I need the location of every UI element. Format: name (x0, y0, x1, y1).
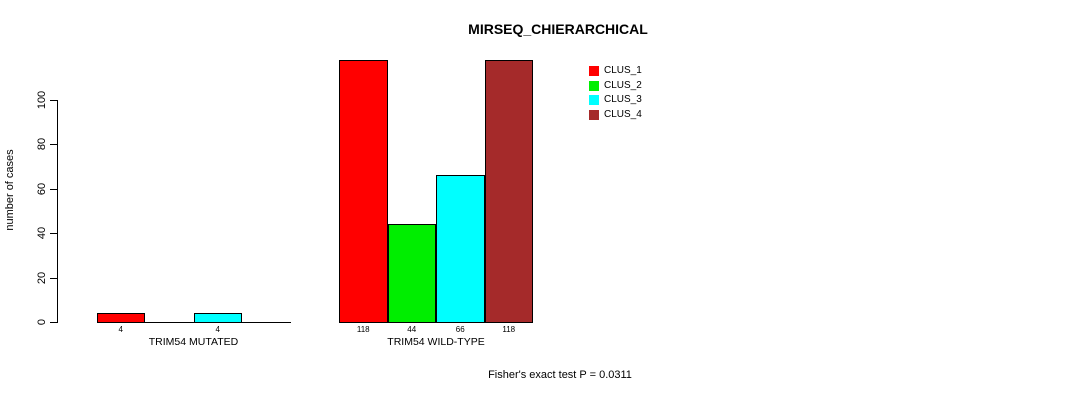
y-tick-label: 0 (36, 318, 48, 326)
annotation-text: Fisher's exact test P = 0.0311 (488, 369, 632, 381)
y-axis-label: number of cases (4, 149, 16, 231)
bar-value-label: 44 (407, 325, 417, 334)
bar-value-label: 118 (502, 325, 516, 334)
y-axis-tick (50, 322, 57, 323)
bar-value-label: 118 (356, 325, 370, 334)
legend-label-clus_3: CLUS_3 (604, 94, 642, 106)
bar-clus_2-2 (387, 224, 436, 323)
bar-clus_3-2 (436, 175, 485, 323)
y-axis-tick (50, 233, 57, 235)
bar-clus_1-2 (339, 60, 388, 323)
legend-label-clus_1: CLUS_1 (604, 65, 642, 76)
bar-clus_3-1 (193, 313, 242, 323)
legend-swatch-clus_1 (589, 66, 599, 76)
bar-value-label: 66 (455, 325, 465, 334)
legend-swatch-clus_4 (589, 109, 599, 120)
y-tick-label: 40 (36, 227, 48, 240)
bar-clus_4-2 (484, 60, 533, 323)
y-axis-line (57, 100, 58, 323)
bar-value-label: 4 (118, 325, 123, 334)
x-category-label: TRIM54 WILD-TYPE (387, 336, 485, 348)
legend-swatch-clus_2 (589, 80, 599, 91)
y-axis-tick (50, 188, 57, 190)
legend-swatch-clus_3 (589, 95, 599, 106)
bar-zero-clus_2-1 (145, 322, 194, 323)
bar-clus_1-1 (96, 313, 145, 323)
chart-title: MIRSEQ_CHIERARCHICAL (468, 21, 648, 37)
bar-value-label: 4 (215, 325, 220, 334)
y-axis-tick (50, 100, 57, 101)
y-tick-label: 20 (36, 271, 48, 284)
y-axis-tick (50, 277, 57, 279)
y-axis-tick (50, 144, 57, 146)
y-tick-label: 60 (36, 182, 48, 195)
bar-zero-clus_4-1 (242, 322, 291, 323)
legend-label-clus_2: CLUS_2 (604, 79, 642, 91)
x-category-label: TRIM54 MUTATED (148, 336, 239, 348)
legend-label-clus_4: CLUS_4 (604, 108, 642, 120)
y-tick-label: 80 (36, 138, 48, 151)
y-tick-label: 100 (36, 90, 48, 110)
